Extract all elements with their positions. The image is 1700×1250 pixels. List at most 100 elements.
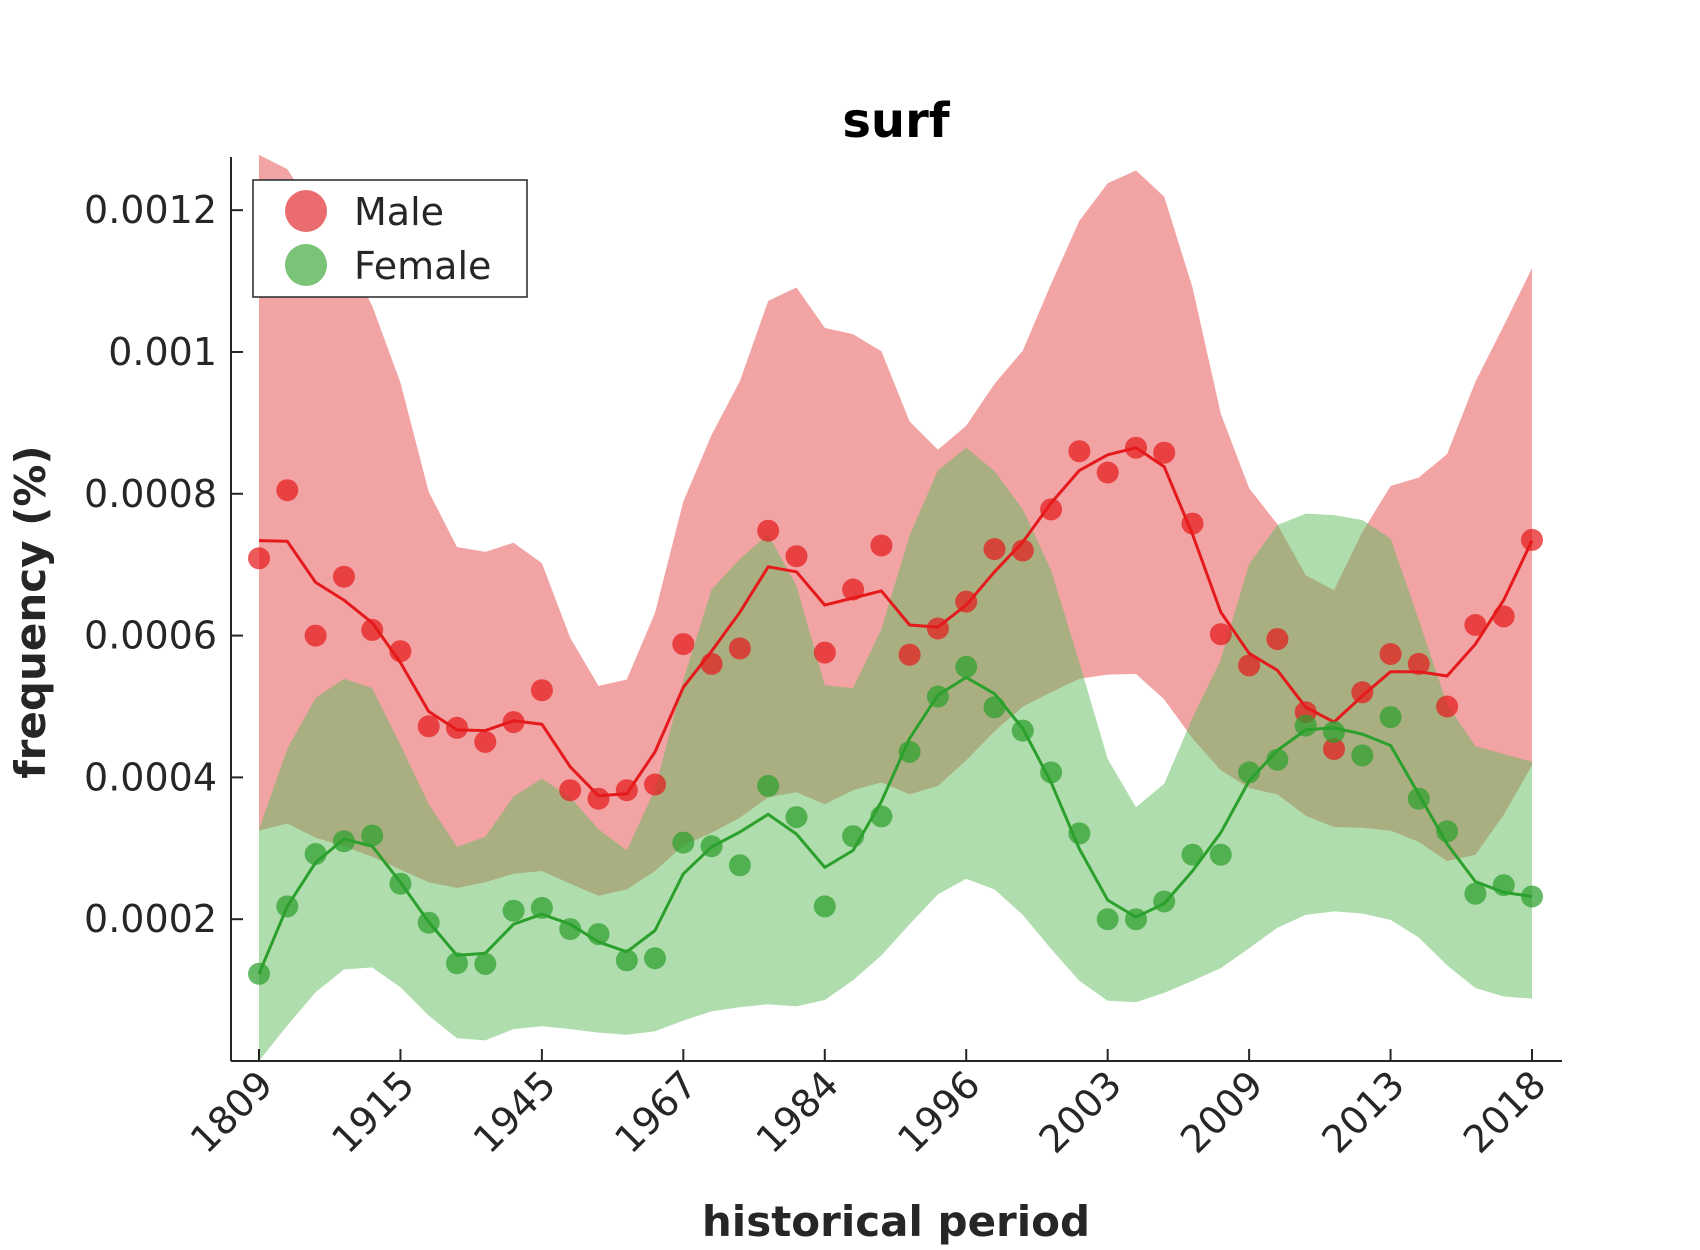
male-data-point: [700, 652, 723, 675]
x-tick-label: 1945: [465, 1062, 565, 1162]
male-data-point: [842, 578, 865, 601]
male-data-point: [1323, 738, 1345, 760]
female-confidence-band: [259, 447, 1532, 1061]
male-data-point: [1153, 441, 1176, 464]
male-data-point: [983, 538, 1006, 561]
female-data-point: [1181, 843, 1204, 866]
female-data-point: [1294, 714, 1317, 737]
male-data-point: [1436, 695, 1459, 718]
male-data-point: [417, 715, 440, 738]
female-data-point: [1238, 761, 1261, 784]
male-data-point: [728, 637, 751, 660]
female-data-point: [1153, 890, 1176, 913]
female-data-point: [1040, 761, 1063, 784]
female-data-point: [502, 899, 525, 922]
female-data-point: [559, 918, 582, 941]
female-data-point: [1351, 744, 1374, 767]
male-data-point: [615, 779, 638, 802]
chart-title: surf: [842, 93, 950, 149]
smoothed-lines: [257, 446, 1534, 975]
female-data-point: [615, 949, 638, 972]
x-axis-ticks: 1809 1915 1945 1967 1984 1996 2003 2009 2013 2018: [182, 1049, 1555, 1162]
male-data-point: [389, 640, 412, 663]
male-data-point: [1011, 539, 1034, 562]
female-data-point: [785, 806, 808, 829]
x-tick-label: 2009: [1172, 1062, 1272, 1162]
female-data-point: [361, 824, 384, 847]
female-data-point: [389, 872, 412, 895]
female-data-point: [983, 696, 1006, 719]
male-data-point: [530, 679, 553, 702]
x-tick-label: 2013: [1313, 1062, 1413, 1162]
male-data-point: [587, 787, 610, 810]
female-data-point: [1436, 820, 1459, 843]
male-data-point: [502, 711, 525, 734]
x-tick-label: 1915: [323, 1062, 423, 1162]
female-data-point: [1323, 721, 1345, 743]
male-data-point: [1238, 654, 1261, 677]
female-data-point: [474, 952, 497, 975]
female-data-point: [1209, 843, 1232, 866]
male-data-point: [1351, 681, 1374, 704]
legend-label-female: Female: [354, 244, 491, 288]
female-data-point: [1379, 706, 1402, 729]
female-data-point: [446, 952, 468, 975]
male-data-point: [1379, 643, 1402, 665]
male-data-point: [785, 545, 808, 568]
male-data-point: [248, 547, 270, 570]
female-smoothed-line: [257, 675, 1533, 975]
x-tick-label: 2018: [1455, 1062, 1555, 1162]
male-data-point: [276, 479, 299, 502]
male-data-point: [898, 643, 921, 666]
female-data-point: [1011, 719, 1034, 742]
male-data-point: [1464, 614, 1487, 636]
female-data-point: [926, 685, 949, 708]
male-data-point: [955, 590, 978, 613]
male-data-point: [1068, 440, 1091, 463]
female-data-point: [1266, 748, 1289, 771]
female-data-point: [1096, 908, 1119, 931]
male-data-point: [1521, 528, 1543, 551]
male-data-point: [644, 773, 666, 796]
female-data-point: [1407, 787, 1430, 810]
male-data-point: [870, 534, 893, 557]
male-data-point: [1209, 623, 1232, 646]
male-data-point: [446, 716, 468, 739]
data-points: [248, 436, 1543, 985]
female-data-point: [672, 831, 695, 854]
male-data-point: [304, 624, 327, 647]
male-data-point: [1040, 498, 1063, 521]
x-axis-title: historical period: [702, 1197, 1090, 1246]
male-data-point: [1266, 628, 1289, 651]
female-data-point: [813, 895, 836, 918]
male-data-point: [474, 730, 497, 753]
female-data-point: [1125, 908, 1147, 931]
legend: Male Female: [252, 179, 528, 298]
male-data-point: [1407, 652, 1430, 675]
y-tick-label: 0.0012: [84, 188, 217, 232]
male-data-point: [1096, 461, 1119, 484]
female-data-point: [276, 895, 299, 918]
female-data-point: [417, 911, 440, 934]
male-data-point: [1181, 512, 1204, 535]
y-tick-label: 0.0006: [84, 614, 217, 658]
male-data-point: [332, 565, 355, 588]
female-data-point: [1068, 822, 1091, 845]
female-data-point: [1521, 885, 1543, 908]
female-data-point: [1464, 882, 1487, 905]
male-smoothed-line: [258, 446, 1534, 798]
female-data-point: [700, 835, 723, 858]
female-data-point: [1492, 874, 1515, 897]
y-tick-label: 0.0004: [84, 755, 217, 799]
male-data-point: [926, 617, 949, 640]
male-data-point: [1125, 436, 1147, 459]
male-data-point: [1492, 605, 1515, 628]
female-data-point: [757, 774, 780, 797]
confidence-bands: [259, 154, 1532, 1061]
female-data-point: [304, 843, 327, 865]
male-data-point: [757, 519, 780, 542]
female-data-point: [248, 962, 270, 985]
x-tick-label: 1984: [748, 1062, 848, 1162]
